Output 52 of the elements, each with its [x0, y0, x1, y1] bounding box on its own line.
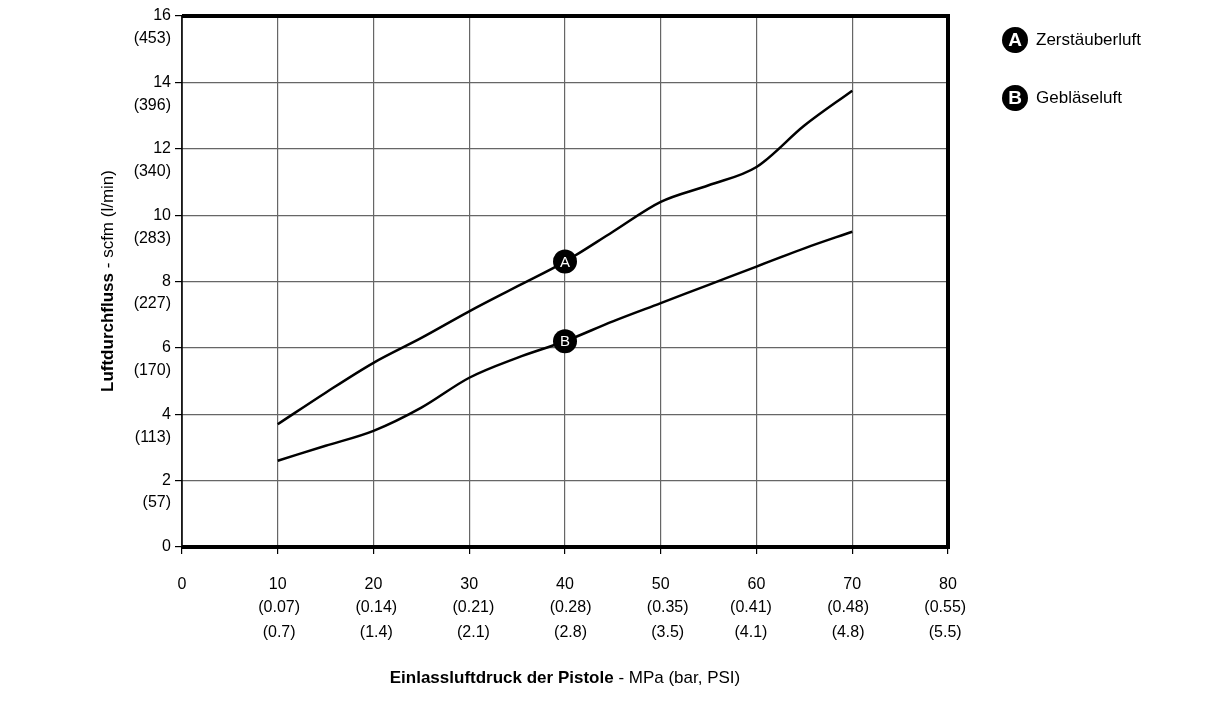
x-tick-label: 70: [843, 574, 862, 592]
x-tick-label: 10: [268, 574, 287, 592]
text: B: [1008, 87, 1022, 108]
legend-label: Zerstäuberluft: [1036, 30, 1141, 50]
y-tick-label: 10: [153, 205, 172, 223]
text: (4.1): [734, 623, 768, 641]
y-tick-label: 2: [162, 471, 172, 489]
y2-tick-label: (453): [133, 29, 171, 47]
text: A: [1008, 29, 1022, 50]
y2-tick-label: (113): [134, 427, 171, 445]
text: (0.7): [262, 623, 296, 641]
x2-tick-label: (0.14): [355, 598, 398, 616]
x2-tick-label: (0.55): [924, 598, 967, 616]
x2-tick-label: (0.48): [827, 598, 869, 616]
y2-axis-title: Luftdurchfluss - scfm (l/min): [98, 170, 118, 392]
text: (5.5): [928, 623, 962, 641]
x-tick-label: 0: [177, 574, 187, 592]
y-tick-label: 0: [162, 537, 172, 555]
x2-tick-label: (0.41): [730, 598, 772, 616]
x-tick-label: 80: [939, 574, 957, 592]
x-tick-label: 20: [364, 574, 383, 592]
x-tick-label: 40: [556, 574, 574, 592]
y-tick-label: 14: [153, 72, 172, 90]
y-tick-label: 8: [162, 271, 172, 289]
text: (1.4): [359, 623, 393, 641]
legend-label: Gebläseluft: [1036, 88, 1122, 108]
x-axis-title: Einlassluftdruck der Pistole - MPa (bar, PSI): [389, 668, 741, 688]
y-tick-label: 6: [162, 338, 172, 356]
x2-tick-label: (0.21): [452, 598, 495, 616]
y2-tick-label: (170): [133, 360, 171, 378]
x-tick-label: 30: [460, 574, 479, 592]
text: (2.1): [456, 623, 490, 641]
x-tick-label: 60: [747, 574, 766, 592]
x2-tick-label: (0.28): [549, 598, 592, 616]
y-tick-label: 12: [153, 139, 172, 157]
annotation: A: [559, 252, 571, 270]
y2-tick-label: (227): [133, 294, 171, 312]
line-series: [276, 89, 854, 426]
x2-tick-label: (0.35): [646, 598, 689, 616]
y2-tick-label: (57): [142, 493, 171, 511]
y2-tick-label: (340): [133, 161, 171, 179]
y2-tick-label: (396): [133, 96, 171, 114]
line-series: [276, 230, 854, 462]
text: (2.8): [554, 623, 587, 641]
text: (4.8): [831, 623, 865, 641]
y-tick-label: 16: [153, 6, 172, 24]
y2-tick-label: (283): [133, 228, 171, 246]
annotation: B: [559, 332, 571, 350]
x2-tick-label: (0.07): [258, 598, 301, 616]
y-tick-label: 4: [162, 404, 172, 422]
x-tick-label: 50: [651, 574, 670, 592]
text: (3.5): [651, 623, 685, 641]
